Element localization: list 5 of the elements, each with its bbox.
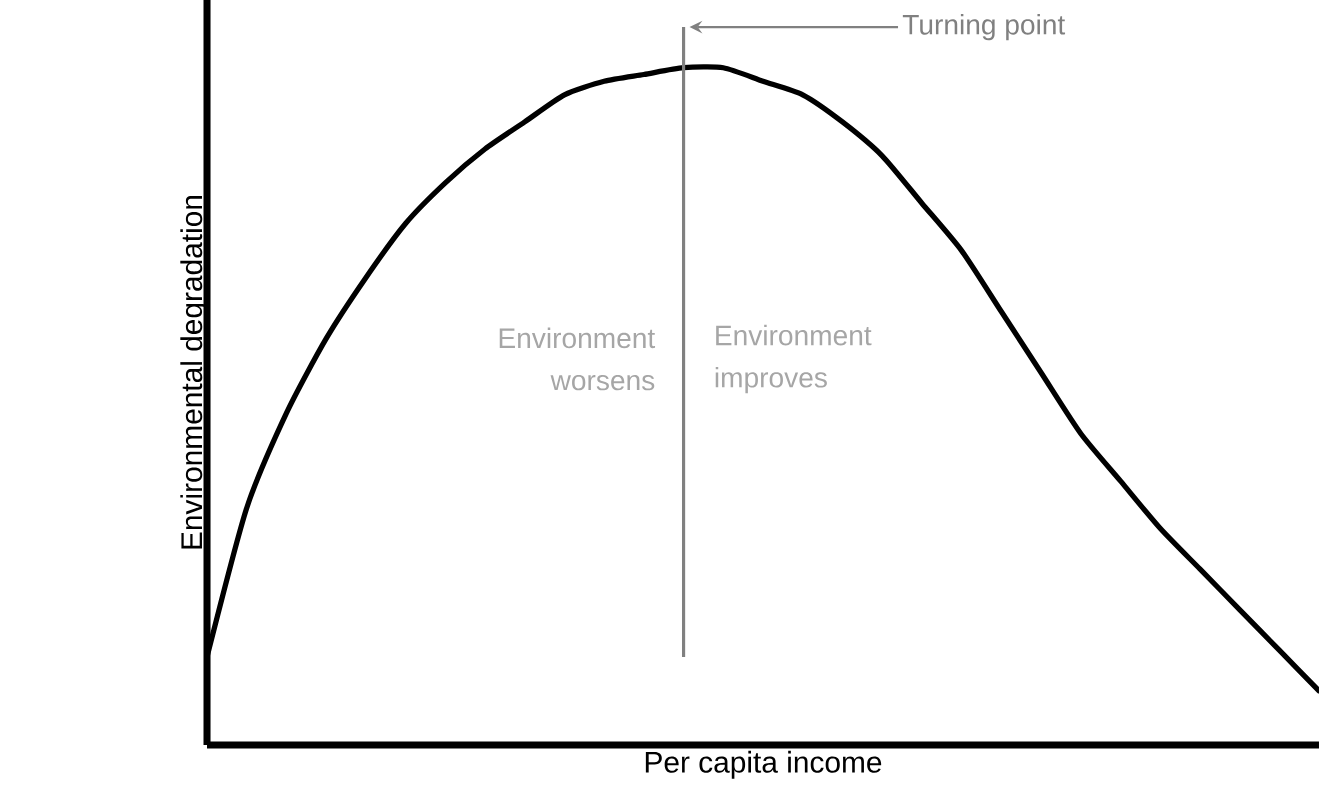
text: Turning point bbox=[902, 13, 1066, 41]
x-axis-title: Per capita income bbox=[645, 750, 882, 779]
annotation: Environment improves bbox=[715, 324, 872, 394]
y-axis-title: Environmental degradation bbox=[180, 196, 209, 549]
annotation: Environment worsens bbox=[499, 327, 656, 391]
